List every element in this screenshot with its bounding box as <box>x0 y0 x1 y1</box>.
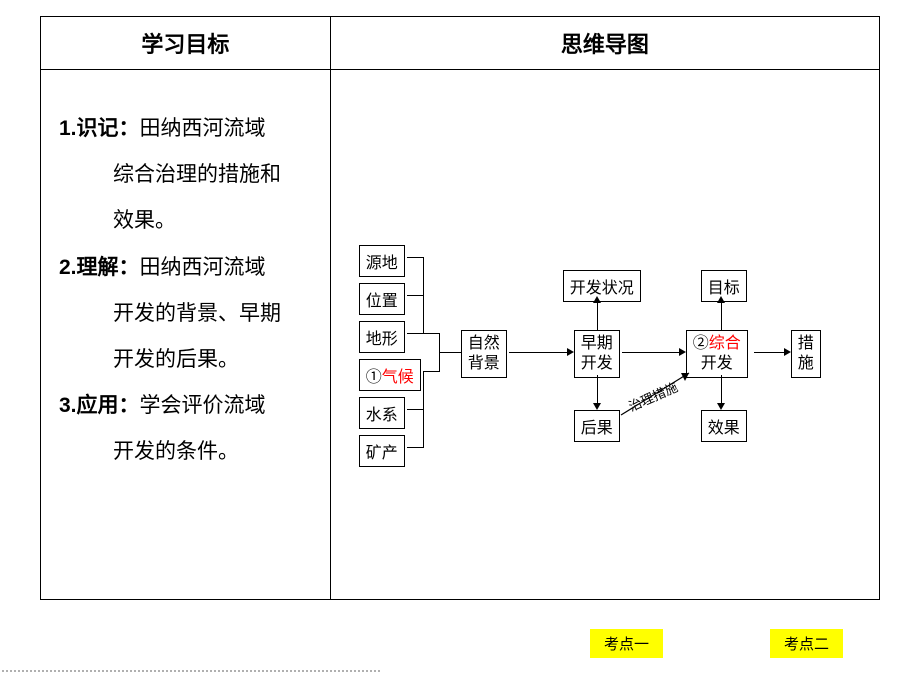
zonghe-num: ② <box>693 335 709 352</box>
node-ziranbeijing: 自然 背景 <box>461 330 507 378</box>
obj3-b: 开发的条件。 <box>59 429 312 475</box>
line-zonghe-up <box>721 303 722 330</box>
obj2-b: 开发的背景、早期 <box>59 291 312 337</box>
line-zaoqi-down <box>597 375 598 405</box>
obj2-a: 田纳西河流域 <box>140 256 266 279</box>
node-kuangchan: 矿产 <box>359 435 405 467</box>
obj1-a: 田纳西河流域 <box>140 117 266 140</box>
main-table: 学习目标 思维导图 1.识记：田纳西河流域 综合治理的措施和 效果。 2.理解：… <box>40 16 880 600</box>
node-xiaoguo: 效果 <box>701 410 747 442</box>
arrow-zaoqi-up <box>593 296 601 303</box>
arrow-zaoqi-zonghe <box>679 348 686 356</box>
stub-6 <box>407 447 423 448</box>
node-zonghekaifa: ②综合 开发 <box>686 330 748 378</box>
header-right: 思维导图 <box>330 17 879 70</box>
zonghe-l2: 开发 <box>701 355 733 372</box>
footer-decor-line <box>0 670 380 672</box>
stub-3 <box>407 333 423 334</box>
obj1-b: 综合治理的措施和 <box>59 152 312 198</box>
node-cuoshi: 措 施 <box>791 330 821 378</box>
obj1-c: 效果。 <box>59 198 312 244</box>
arrow-zaoqi-down <box>593 403 601 410</box>
cuoshi-l1: 措 <box>798 335 814 352</box>
bus-to-ziran-bot <box>423 371 439 372</box>
objective-3: 3.应用：学会评价流域 开发的条件。 <box>59 383 312 475</box>
node-kaifazhuangkuang: 开发状况 <box>563 270 641 302</box>
nav-button-2[interactable]: 考点二 <box>770 629 843 658</box>
objective-1: 1.识记：田纳西河流域 综合治理的措施和 效果。 <box>59 106 312 245</box>
node-qihou-num: ① <box>366 369 382 386</box>
bus-to-ziran-top <box>423 333 439 334</box>
line-zonghe-cuoshi <box>754 352 784 353</box>
zaoqi-l2: 开发 <box>581 355 613 372</box>
arrow-zonghe-cuoshi <box>784 348 791 356</box>
objectives-cell: 1.识记：田纳西河流域 综合治理的措施和 效果。 2.理解：田纳西河流域 开发的… <box>41 70 331 600</box>
arrow-zonghe-down <box>717 403 725 410</box>
header-left: 学习目标 <box>41 17 331 70</box>
node-qihou: ①气候 <box>359 359 421 391</box>
stub-2 <box>407 295 423 296</box>
obj2-head: 2.理解： <box>59 256 140 279</box>
bus-bracket-bot <box>423 371 424 448</box>
line-zaoqi-up <box>597 303 598 330</box>
node-houguo: 后果 <box>574 410 620 442</box>
obj1-head: 1.识记： <box>59 117 140 140</box>
ziran-l1: 自然 <box>468 335 500 352</box>
objective-2: 2.理解：田纳西河流域 开发的背景、早期 开发的后果。 <box>59 245 312 384</box>
nav-button-1[interactable]: 考点一 <box>590 629 663 658</box>
node-weizhi: 位置 <box>359 283 405 315</box>
line-zonghe-down <box>721 375 722 405</box>
obj2-c: 开发的后果。 <box>59 337 312 383</box>
stub-5 <box>407 409 423 410</box>
arrow-ziran-zaoqi <box>567 348 574 356</box>
label-zhili: 治理措施 <box>625 377 680 416</box>
node-zaoqikaifa: 早期 开发 <box>574 330 620 378</box>
cuoshi-l2: 施 <box>798 355 814 372</box>
ziran-l2: 背景 <box>468 355 500 372</box>
line-ziran-zaoqi <box>509 352 567 353</box>
obj3-head: 3.应用： <box>59 394 140 417</box>
arrow-zonghe-up <box>717 296 725 303</box>
obj3-a: 学会评价流域 <box>140 394 266 417</box>
bus-bracket-top <box>423 257 424 333</box>
node-shuixi: 水系 <box>359 397 405 429</box>
stub-1 <box>407 257 423 258</box>
zaoqi-l1: 早期 <box>581 335 613 352</box>
node-qihou-text: 气候 <box>382 369 414 386</box>
line-to-ziran <box>439 352 461 353</box>
node-yuandi: 源地 <box>359 245 405 277</box>
line-zaoqi-zonghe <box>622 352 679 353</box>
node-dixing: 地形 <box>359 321 405 353</box>
diagram-cell: 源地 位置 地形 ①气候 水系 矿产 自然 背景 <box>330 70 879 600</box>
zonghe-red: 综合 <box>709 335 741 352</box>
